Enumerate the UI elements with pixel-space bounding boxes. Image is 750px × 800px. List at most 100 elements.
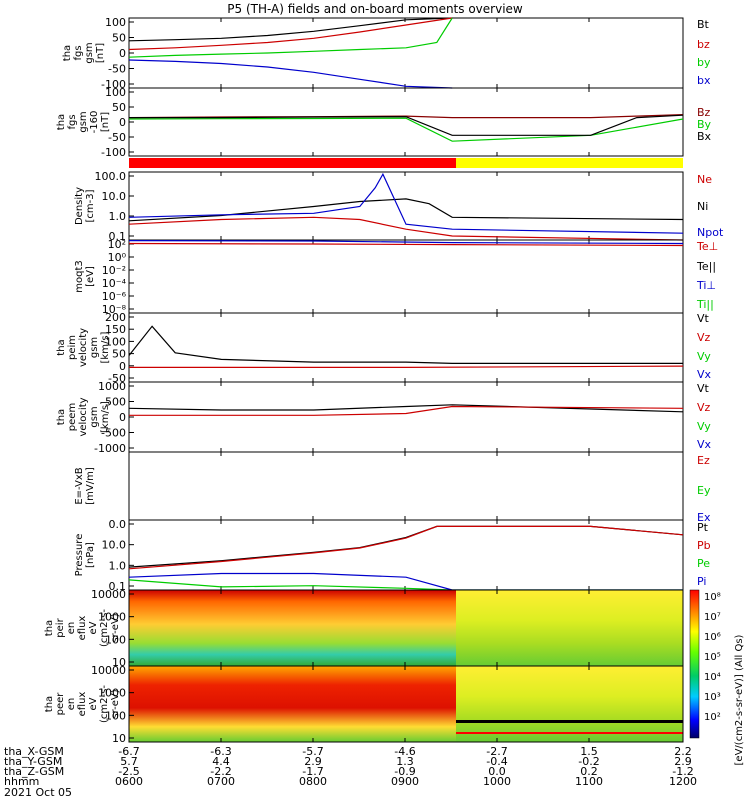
y-axis-label: (cm2-s- [99,609,110,647]
y-axis-label: gsm [89,337,100,358]
y-tick-label: 10.0 [102,539,127,552]
y-axis-label: peim [67,335,78,360]
y-axis-label: en [66,698,77,711]
panel-1: 100 50 0 -50 -100 tha fgs gsm [nT] Bt bz by bx [62,16,711,91]
y-axis-label: peir [55,617,66,637]
heatmap-left [129,666,456,742]
ephem-value: -0.2 [578,755,599,768]
y-tick-label: 50 [112,32,126,45]
y-axis-label: gsm [78,111,89,132]
panel-frame [128,381,684,453]
y-tick-label: 0 [119,47,126,60]
ephem-value: 1000 [483,775,511,788]
ephem-value: 1100 [575,775,603,788]
panel-9: 10000 1000 100 10 tha peir en eflux eV (cm2-s-sr-… [44,588,684,669]
series-line-by [128,117,684,142]
ephem-row-label: hhmm [4,775,39,788]
ephem-value: -0.4 [486,755,507,768]
legend-vt: Vt [697,382,710,395]
colorbar-tick-label: 10⁶ [704,632,721,643]
y-axis-label: gsm [84,42,95,63]
y-axis-label: peer [55,692,66,716]
y-tick-label: 10000 [91,664,126,677]
series-line-pi [128,572,683,591]
ephem-value: 0.0 [488,765,506,778]
legend-ex: Ex [697,511,711,524]
y-tick-label: 100 [105,335,126,348]
y-axis-label: -160 [89,111,100,134]
colorbar-tick-label: 10⁸ [704,592,721,603]
y-tick-label: 10² [108,238,126,251]
ephem-value: 1200 [669,775,697,788]
y-axis-label: en [66,622,77,635]
colorbar-tick-label: 10² [704,712,721,723]
y-tick-label: 100.0 [95,170,127,183]
colorbar-label: [eV/(cm2-s-sr-eV)] (All Qs) [734,634,745,765]
legend-vy: Vy [697,420,711,433]
legend-ez: Ez [697,454,710,467]
ephem-value: -6.3 [210,745,231,758]
y-axis-label: [nPa] [85,542,96,568]
y-axis-label: [eV] [85,266,96,287]
y-tick-label: 1.0 [109,210,127,223]
y-tick-label: 0.1 [109,580,127,593]
series-line-by [128,17,453,58]
y-axis-label: gsm [89,406,100,427]
series-line-pb [128,525,684,570]
series-line-ti [128,240,684,245]
y-tick-label: -1000 [94,442,126,455]
y-axis-label: eV [88,697,99,710]
y-tick-label: 10 [112,656,126,669]
panel-frame [128,239,684,314]
ephem-value: 2.9 [674,755,692,768]
y-tick-label: 0 [119,360,126,373]
y-tick-label: 10 [112,732,126,745]
panel-frame [128,519,684,591]
colorbar-gradient [689,589,700,739]
legend-vt: Vt [697,312,710,325]
y-tick-label: 100 [105,86,126,99]
legend-vx: Vx [697,368,712,381]
series-line-bz [128,17,453,51]
y-axis-label: E=-VxB [74,467,85,504]
legend-pt: Pt [697,521,709,534]
y-axis-label: sr-eV) [110,613,121,642]
legend-ey: Ey [697,484,711,497]
y-axis-label: fgs [67,114,78,129]
legend-bz: bz [697,38,710,51]
ephem-value: 2.9 [304,755,322,768]
ephem-value: -2.7 [486,745,507,758]
y-tick-label: -500 [101,427,126,440]
ephem-value: -5.7 [302,745,323,758]
y-tick-label: 0.0 [109,518,127,531]
series-line-pe [128,579,683,591]
series-line-vt [128,325,683,364]
colorbar-tick-label: 10⁴ [704,672,721,683]
y-axis-label: velocity [78,397,89,436]
ephem-value: 2.2 [674,745,692,758]
y-tick-label: 10000 [91,588,126,601]
colorbar: 10⁸ 10⁷ 10⁶ 10⁵ 10⁴ 10³ 10² [eV/(cm2-s-sr-eV)] … [689,589,745,765]
legend-ni: Ni [697,200,708,213]
chart-title: P5 (TH-A) fields and on-board moments ov… [227,2,523,16]
y-tick-label: 0 [119,116,126,129]
y-tick-label: 1.0 [109,559,127,572]
legend-bx: Bx [697,130,712,143]
y-tick-label: 0.1 [109,230,127,243]
y-axis-label: eflux [77,616,88,641]
legend-vz: Vz [697,401,711,414]
panel-8: 0.0 10.0 1.0 0.1 Pressure [nPa] Pt Pb Pe Pi [74,518,711,593]
series-line-ni [128,198,684,222]
y-tick-label: -50 [108,131,126,144]
legend-by: by [697,56,711,69]
legend-vz: Vz [697,331,711,344]
y-tick-label: 1000 [98,380,126,393]
y-axis-label: Pressure [74,534,85,577]
legend-bz: Bz [697,106,711,119]
ephem-value: 0700 [207,775,235,788]
ephem-value: -1.2 [672,765,693,778]
ephem-value: -2.5 [118,765,139,778]
y-tick-label: 100 [105,633,126,646]
